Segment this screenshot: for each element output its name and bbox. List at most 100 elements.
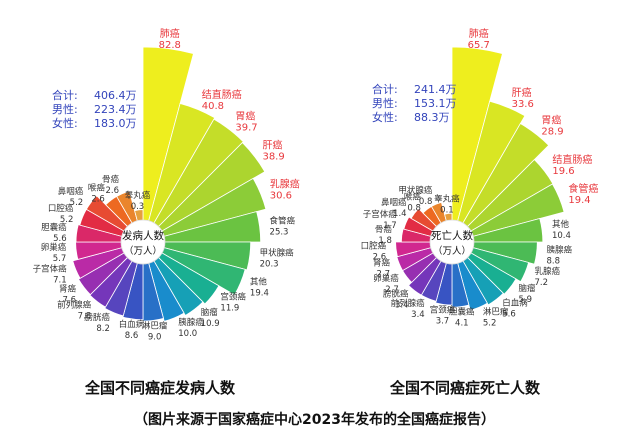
rose-sector xyxy=(451,100,526,243)
center-hole xyxy=(120,219,166,265)
data-label: 3.4 xyxy=(411,310,425,320)
category-label: 睾丸癌 xyxy=(434,194,460,205)
chart-title-incidence: 全国不同癌症发病人数 xyxy=(84,379,235,397)
summary-label: 女性: xyxy=(52,116,78,130)
category-label: 前列腺癌 xyxy=(391,298,426,309)
data-label: 19.4 xyxy=(568,195,590,206)
data-label: 0.1 xyxy=(440,206,454,216)
category-label: 口腔癌 xyxy=(48,203,74,214)
summary-label: 女性: xyxy=(372,110,398,124)
rose-sector xyxy=(142,177,267,243)
category-label: 前列腺癌 xyxy=(57,300,92,311)
category-label: 肾癌 xyxy=(373,258,391,269)
data-label: 33.6 xyxy=(512,99,534,110)
rose-sector xyxy=(451,123,550,243)
rose-sector xyxy=(451,218,544,243)
data-label: 1.4 xyxy=(393,209,407,219)
center-hole xyxy=(429,219,475,265)
data-label: 38.9 xyxy=(262,151,284,162)
category-label: 骨癌 xyxy=(375,224,393,235)
rose-sector xyxy=(142,46,194,243)
category-label: 结直肠癌 xyxy=(202,88,242,101)
category-label: 食管癌 xyxy=(568,182,598,195)
summary-label: 男性: xyxy=(372,96,398,110)
data-label: 1.8 xyxy=(378,236,392,246)
data-label: 65.7 xyxy=(468,40,490,51)
rose-chart-mortality xyxy=(395,46,565,311)
summary-value: 241.4万 xyxy=(414,83,457,96)
data-label: 8.2 xyxy=(96,324,110,334)
data-label: 2.6 xyxy=(91,194,105,204)
category-label: 宫颈癌 xyxy=(430,304,456,315)
category-label: 肺癌 xyxy=(160,27,180,40)
footnote: （图片来源于国家癌症中心2023年发布的全国癌症报告） xyxy=(134,412,495,428)
category-label: 喉癌 xyxy=(88,182,106,193)
data-label: 2.6 xyxy=(373,253,387,263)
category-label: 脑瘤 xyxy=(201,307,219,318)
category-label: 肾癌 xyxy=(59,283,77,294)
data-label: 10.9 xyxy=(201,319,220,329)
data-label: 3.4 xyxy=(395,301,409,311)
rose-sector xyxy=(142,142,266,243)
category-label: 甲状腺癌 xyxy=(398,185,433,196)
category-label: 胆囊癌 xyxy=(41,222,67,233)
data-label: 5.2 xyxy=(483,319,497,329)
category-label: 乳腺癌 xyxy=(270,178,300,191)
data-label: 5.2 xyxy=(60,215,74,225)
data-label: 5.2 xyxy=(70,198,84,208)
category-label: 淋巴瘤 xyxy=(142,320,168,331)
data-label: 9.0 xyxy=(148,332,162,342)
rose-sector xyxy=(451,183,565,243)
category-label: 淋巴瘤 xyxy=(483,307,509,318)
category-label: 胰腺癌 xyxy=(178,317,204,328)
category-label: 膀胱癌 xyxy=(383,289,409,300)
category-label: 宫颈癌 xyxy=(220,291,246,302)
center-label-unit: （万人） xyxy=(124,245,162,257)
data-label: 7.2 xyxy=(534,278,548,288)
summary-label: 合计: xyxy=(52,88,78,102)
rose-sector xyxy=(142,211,262,243)
rose-sector xyxy=(142,241,220,305)
center-label: 死亡人数 xyxy=(431,229,473,242)
data-label: 5.6 xyxy=(53,234,67,244)
data-label: 0.3 xyxy=(131,202,145,212)
summary-label: 男性: xyxy=(52,102,78,116)
category-label: 肺癌 xyxy=(469,27,489,40)
data-label: 2.7 xyxy=(385,285,399,295)
data-label: 82.8 xyxy=(159,40,181,51)
data-label: 7.6 xyxy=(62,295,76,305)
category-label: 结直肠癌 xyxy=(552,153,592,166)
data-label: 10.4 xyxy=(552,231,571,241)
data-label: 5.6 xyxy=(502,309,516,319)
data-label: 19.6 xyxy=(552,166,574,177)
data-label: 39.7 xyxy=(235,123,257,134)
data-label: 8.6 xyxy=(125,331,139,341)
data-label: 10.0 xyxy=(178,329,197,339)
summary-value: 223.4万 xyxy=(94,103,137,116)
category-label: 白血病 xyxy=(119,319,145,330)
data-label: 25.3 xyxy=(270,227,289,237)
category-label: 肝癌 xyxy=(512,86,532,99)
summary-value: 88.3万 xyxy=(414,111,450,124)
data-label: 5.7 xyxy=(53,254,67,264)
rose-sector xyxy=(451,46,503,243)
data-label: 8.8 xyxy=(546,256,560,266)
data-label: 5.9 xyxy=(519,295,533,305)
category-label: 脑瘤 xyxy=(519,283,537,294)
rose-sector xyxy=(142,118,244,243)
category-label: 鼻咽癌 xyxy=(58,186,84,197)
category-label: 口腔癌 xyxy=(361,241,387,252)
category-label: 子宫体癌 xyxy=(33,264,68,275)
data-label: 7.8 xyxy=(78,312,92,322)
data-label: 40.8 xyxy=(202,101,224,112)
category-label: 甲状腺癌 xyxy=(260,247,295,258)
rose-sector xyxy=(142,241,246,296)
data-label: 0.8 xyxy=(419,197,433,207)
category-label: 膀胱癌 xyxy=(84,312,110,323)
data-label: 2.7 xyxy=(377,270,391,280)
summary-value: 406.4万 xyxy=(94,89,137,102)
category-label: 卵巢癌 xyxy=(373,273,399,284)
category-label: 胃癌 xyxy=(541,114,561,127)
category-label: 卵巢癌 xyxy=(41,242,67,253)
